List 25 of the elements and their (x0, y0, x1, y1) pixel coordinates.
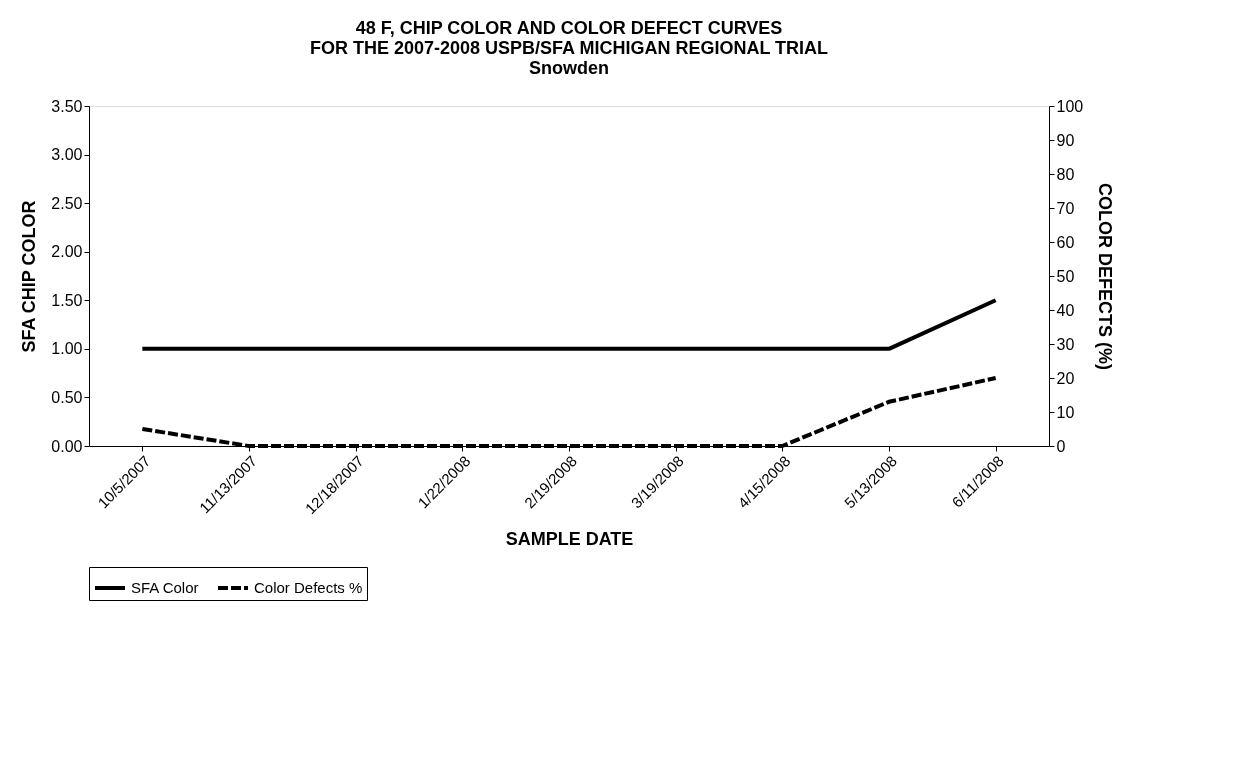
y-tick-label: 0.00 (51, 437, 83, 455)
y2-tick-label: 50 (1056, 267, 1075, 285)
y-tick-label: 0.50 (51, 388, 83, 406)
y2-tick-label: 80 (1056, 165, 1075, 183)
y-axis-title: SFA CHIP COLOR (19, 200, 40, 353)
x-axis-title: SAMPLE DATE (505, 529, 634, 550)
y2-tick-label: 90 (1056, 131, 1075, 149)
y2-tick-label: 0 (1056, 437, 1066, 455)
y-tick-label: 3.00 (51, 146, 83, 164)
y2-axis-title: COLOR DEFECTS (%) (1095, 183, 1116, 370)
y2-tick-label: 60 (1056, 233, 1075, 251)
y-tick-label: 1.00 (51, 340, 83, 358)
y2-tick-label: 20 (1056, 369, 1075, 387)
legend-label: SFA Color (131, 579, 199, 596)
y2-tick-label: 100 (1056, 97, 1084, 115)
y2-tick-label: 70 (1056, 199, 1075, 217)
y2-tick-label: 40 (1056, 301, 1075, 319)
y-tick-label: 3.50 (51, 97, 83, 115)
y2-tick-label: 30 (1056, 335, 1075, 353)
y2-tick-label: 10 (1056, 403, 1075, 421)
y-tick-label: 2.00 (51, 243, 83, 261)
y-tick-label: 2.50 (51, 194, 83, 212)
chart-title: 48 F, CHIP COLOR AND COLOR DEFECT CURVES FOR THE 2007-2008 USPB/SFA MICHIGAN REGIONAL TRIAL Snowden (309, 18, 829, 78)
y-tick-label: 1.50 (51, 291, 83, 309)
legend-label: Color Defects % (254, 579, 363, 596)
